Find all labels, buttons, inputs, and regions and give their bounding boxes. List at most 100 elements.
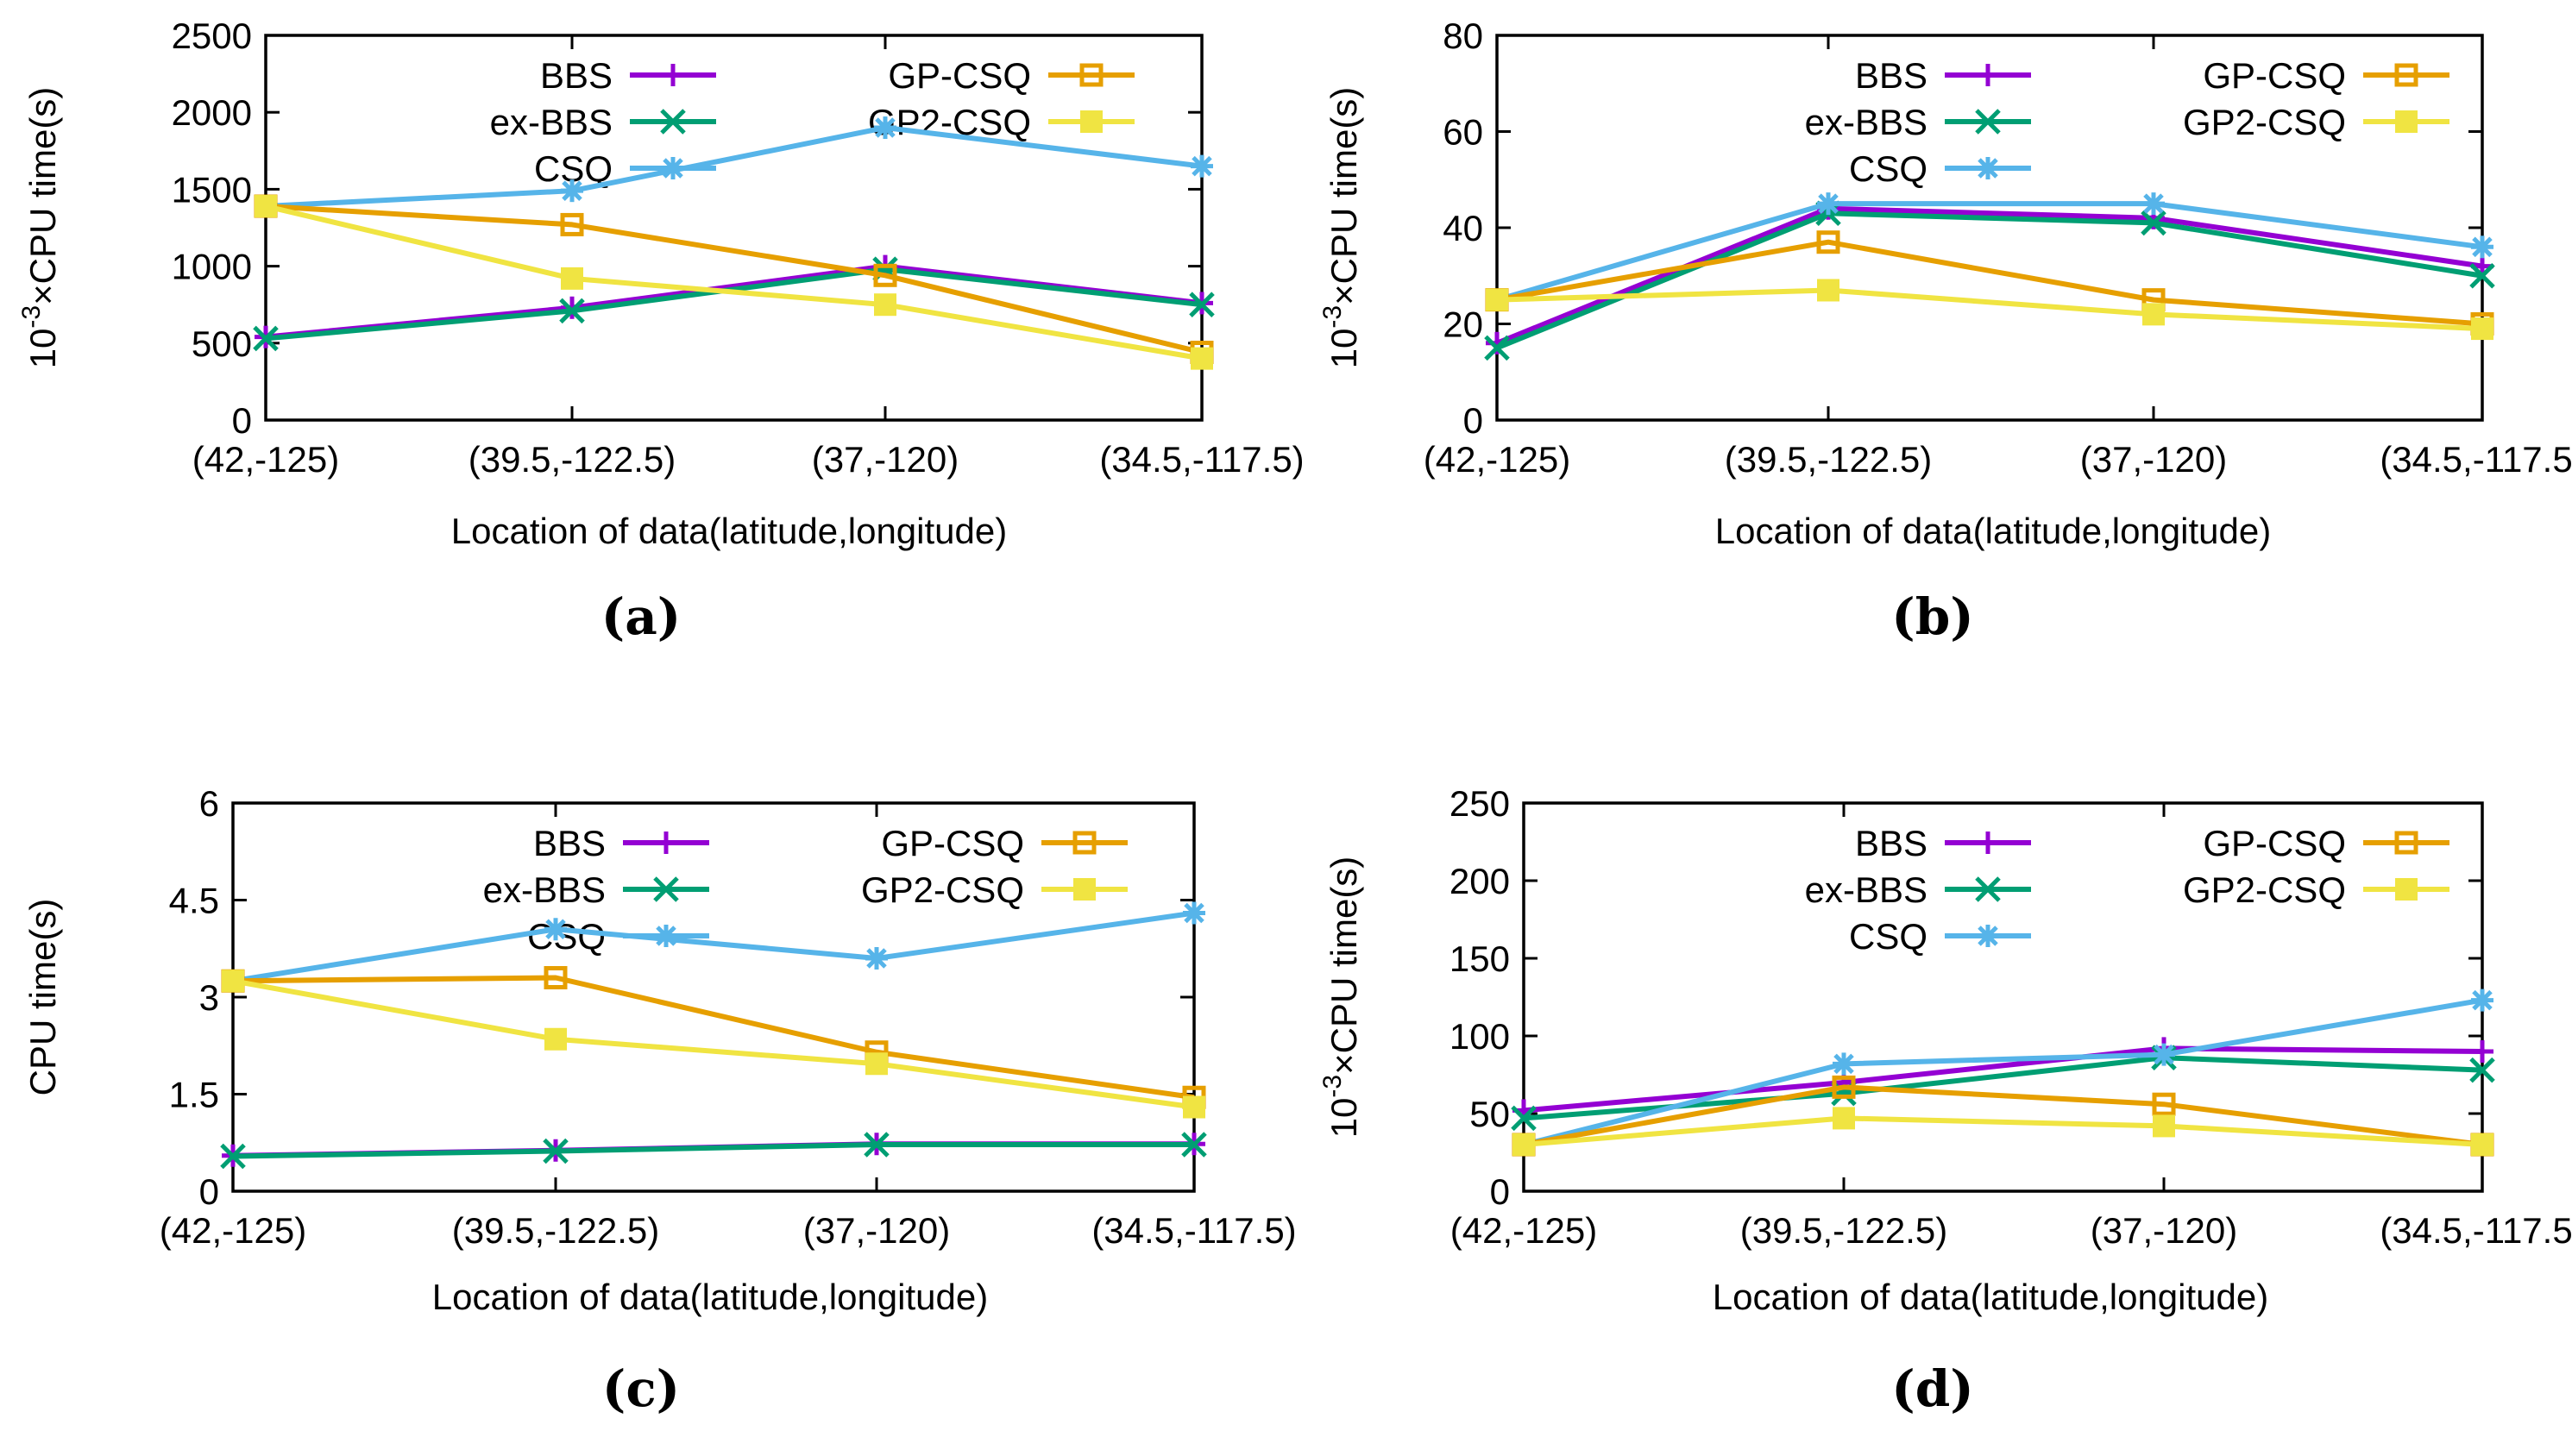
data-point: [2469, 262, 2495, 289]
data-point: [1183, 901, 1205, 925]
y-tick-label: 500: [192, 323, 252, 364]
legend-marker: [1977, 832, 1999, 854]
data-point: [1832, 1075, 1856, 1099]
x-tick-label: (37,-120): [812, 439, 959, 480]
series-line: [232, 975, 1195, 1101]
series-line: [232, 1142, 1194, 1159]
y-tick-label: 250: [1450, 783, 1510, 824]
series-line: [232, 910, 1195, 984]
x-axis-title: Location of data(latitude,longitude): [451, 511, 1007, 551]
legend-marker: [1977, 925, 1999, 947]
data-point: [544, 1027, 567, 1051]
series-gp-csq: [254, 194, 1214, 365]
series-csq: [1486, 192, 2493, 311]
data-point: [873, 263, 897, 287]
data-point: [1486, 288, 1508, 311]
x-tick-label: (34.5,-117.5): [1091, 1210, 1296, 1251]
series-gp2-csq: [1486, 279, 2493, 341]
data-point: [2142, 303, 2165, 326]
legend-label: ex-BBS: [1805, 102, 1927, 142]
data-point: [560, 212, 584, 236]
series-line: [1523, 1084, 2483, 1147]
y-tick-label: 60: [1443, 112, 1483, 153]
data-point: [2141, 210, 2166, 236]
legend-marker: [662, 64, 684, 86]
y-axis-title: 10-3×CPU time(s): [1318, 857, 1364, 1139]
plot-frame: [264, 34, 1204, 422]
x-tick-label: (34.5,-117.5): [2380, 439, 2572, 480]
data-point: [255, 195, 277, 218]
data-point: [1181, 1132, 1207, 1158]
legend-marker: [1080, 110, 1103, 133]
x-tick-label: (39.5,-122.5): [1740, 1210, 1947, 1251]
series-ex-bbs: [1484, 200, 2495, 361]
legend-label: GP-CSQ: [888, 55, 1031, 96]
panel-caption: (a): [601, 587, 681, 646]
series-gp2-csq: [255, 195, 1213, 370]
data-point: [2142, 192, 2165, 216]
legend-marker: [2394, 831, 2418, 855]
y-tick-label: 0: [199, 1171, 219, 1212]
data-point: [2471, 988, 2493, 1012]
data-point: [220, 1143, 246, 1170]
data-point: [874, 116, 896, 140]
panel-caption: (b): [1891, 587, 1973, 646]
data-point: [865, 1052, 888, 1076]
legend-label: BBS: [1855, 823, 1927, 863]
data-point: [2152, 1092, 2176, 1116]
x-axis-title: Location of data(latitude,longitude): [1715, 511, 2271, 551]
x-tick-label: (42,-125): [160, 1210, 306, 1251]
x-tick-label: (37,-120): [803, 1210, 950, 1251]
series-csq: [255, 116, 1213, 218]
x-tick-label: (42,-125): [1450, 1210, 1597, 1251]
y-tick-label: 2000: [172, 92, 252, 133]
legend-label: BBS: [540, 55, 613, 96]
legend-marker: [1977, 157, 1999, 179]
legend-label: GP-CSQ: [881, 823, 1024, 863]
data-point: [2471, 1040, 2493, 1063]
data-point: [544, 966, 568, 989]
legend-label: BBS: [1855, 55, 1927, 96]
data-point: [222, 970, 244, 993]
data-point: [559, 298, 585, 324]
legend-marker: [2395, 110, 2418, 133]
x-axis-title: Location of data(latitude,longitude): [432, 1277, 988, 1317]
x-tick-label: (42,-125): [192, 439, 339, 480]
series-line: [265, 267, 1203, 342]
data-point: [1189, 292, 1215, 317]
data-point: [2471, 317, 2493, 341]
legend-marker: [655, 925, 677, 947]
legend-label: BBS: [533, 823, 606, 863]
panel-caption: (c): [602, 1359, 680, 1418]
x-tick-label: (42,-125): [1424, 439, 1570, 480]
x-tick-label: (39.5,-122.5): [468, 439, 676, 480]
legend-marker: [1977, 64, 1999, 86]
series-line: [265, 204, 1203, 355]
series-ex-bbs: [220, 1132, 1207, 1170]
legend-label: GP2-CSQ: [861, 869, 1024, 910]
y-tick-label: 3: [199, 977, 219, 1018]
series-line: [1495, 205, 2483, 346]
data-point: [865, 947, 888, 970]
y-tick-label: 50: [1469, 1094, 1510, 1134]
data-point: [2471, 235, 2493, 259]
series-line: [1523, 1045, 2483, 1114]
y-tick-label: 150: [1450, 938, 1510, 979]
series-line: [1523, 1115, 2483, 1147]
y-tick-label: 0: [232, 400, 252, 441]
series-line: [1496, 287, 2483, 332]
legend-label: CSQ: [1849, 148, 1927, 189]
y-tick-label: 2500: [172, 16, 252, 56]
series-line: [265, 204, 1203, 361]
series-line: [1496, 201, 2483, 303]
y-tick-label: 20: [1443, 304, 1483, 345]
legend-label: GP2-CSQ: [2183, 869, 2346, 910]
data-point: [1833, 1107, 1855, 1130]
data-point: [1817, 192, 1839, 216]
x-axis-title: Location of data(latitude,longitude): [1713, 1277, 2268, 1317]
data-point: [561, 267, 583, 290]
y-tick-label: 4.5: [169, 881, 219, 921]
